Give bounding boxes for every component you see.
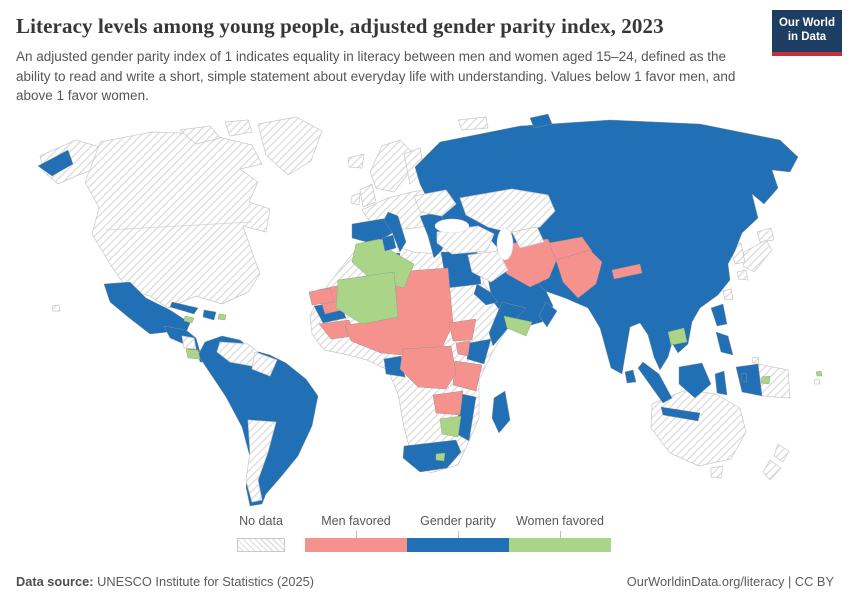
black-sea — [434, 218, 470, 234]
country-philippines-south[interactable] — [715, 331, 734, 356]
country-russia-chukotka-tip[interactable] — [37, 149, 74, 177]
map-layer-women-favored — [183, 238, 823, 462]
data-source-label: Data source: — [16, 574, 94, 589]
chart-subtitle: An adjusted gender parity index of 1 ind… — [16, 49, 736, 104]
country-yemen[interactable] — [503, 315, 533, 337]
country-samoa[interactable] — [815, 370, 823, 377]
country-tunisia[interactable] — [381, 234, 397, 252]
legend-women-favored-swatch[interactable] — [509, 538, 611, 552]
country-nicaragua[interactable] — [181, 335, 197, 350]
country-japan-hokkaido[interactable] — [756, 227, 775, 243]
country-fiji[interactable] — [760, 375, 771, 385]
country-mali[interactable] — [335, 271, 399, 325]
country-new-zealand-south[interactable] — [762, 459, 782, 481]
country-oman[interactable] — [538, 301, 558, 328]
country-south-africa[interactable] — [402, 439, 462, 473]
country-madagascar[interactable] — [491, 390, 511, 434]
country-pacific-island-nodata[interactable] — [813, 378, 821, 385]
country-japan-kyushu[interactable] — [736, 269, 749, 281]
legend-men-favored-label: Men favored — [321, 514, 391, 528]
country-arctic-islands-2[interactable] — [224, 119, 253, 137]
country-eritrea-djibouti[interactable] — [473, 283, 499, 306]
country-kazakhstan[interactable] — [459, 188, 556, 234]
country-sulawesi[interactable] — [714, 370, 728, 396]
country-cuba[interactable] — [169, 301, 199, 315]
country-norway-sweden[interactable] — [369, 139, 413, 193]
country-solomon-islands[interactable] — [751, 356, 760, 364]
data-source: Data source: UNESCO Institute for Statis… — [16, 574, 314, 589]
legend-gender-parity-swatch[interactable] — [407, 538, 509, 552]
country-pakistan[interactable] — [555, 249, 603, 299]
legend-bar: Men favored Gender parity Women favored — [305, 514, 611, 552]
country-italy[interactable] — [383, 211, 407, 253]
caspian-sea — [496, 227, 514, 261]
country-south-sudan[interactable] — [448, 318, 477, 342]
country-novaya-zemlya[interactable] — [529, 113, 553, 129]
country-costa-rica[interactable] — [185, 348, 201, 360]
legend-men-favored[interactable]: Men favored — [305, 514, 407, 552]
country-gabon[interactable] — [383, 355, 406, 378]
country-turkmenistan[interactable] — [511, 226, 545, 249]
country-iraq-syria[interactable] — [467, 250, 509, 283]
legend-no-data-swatch[interactable] — [237, 538, 285, 552]
legend-tick — [355, 531, 357, 538]
country-united-kingdom[interactable] — [359, 183, 377, 208]
country-cambodia[interactable] — [667, 327, 688, 346]
legend-gender-parity[interactable]: Gender parity — [407, 514, 509, 552]
country-uganda[interactable] — [455, 340, 471, 357]
country-taiwan[interactable] — [722, 288, 734, 301]
country-sri-lanka[interactable] — [624, 369, 637, 384]
country-senegal[interactable] — [308, 287, 335, 306]
legend-tick — [559, 531, 561, 538]
country-new-guinea-west[interactable] — [735, 363, 763, 397]
country-venezuela[interactable] — [216, 341, 259, 367]
country-puerto-rico[interactable] — [217, 313, 227, 321]
country-borneo[interactable] — [678, 362, 712, 399]
map-layer-gender-parity — [37, 113, 799, 507]
country-guyana-suriname[interactable] — [251, 351, 278, 377]
country-philippines-north[interactable] — [710, 303, 728, 327]
map-legend: No data Men favored Gender parity Women … — [237, 514, 611, 552]
data-source-text: UNESCO Institute for Statistics (2025) — [93, 574, 314, 589]
chart-title: Literacy levels among young people, adju… — [16, 14, 664, 38]
legend-no-data[interactable]: No data — [237, 514, 285, 552]
country-zimbabwe[interactable] — [439, 415, 462, 438]
country-ireland[interactable] — [350, 192, 361, 206]
country-poland-belarus[interactable] — [413, 189, 457, 217]
country-vanuatu[interactable] — [740, 372, 748, 383]
country-java[interactable] — [660, 406, 701, 422]
country-japan-honshu[interactable] — [742, 239, 773, 273]
country-lesotho[interactable] — [435, 452, 446, 462]
country-iceland[interactable] — [347, 153, 365, 169]
credit-link[interactable]: OurWorldinData.org/literacy | CC BY — [626, 574, 834, 589]
country-sumatra[interactable] — [637, 361, 673, 404]
country-tasmania[interactable] — [710, 465, 724, 479]
legend-gender-parity-label: Gender parity — [420, 514, 496, 528]
world-map — [0, 112, 850, 509]
country-new-zealand-north[interactable] — [773, 443, 790, 463]
country-argentina[interactable] — [245, 419, 277, 503]
logo-line-2: in Data — [787, 31, 827, 44]
owid-logo[interactable]: Our World in Data — [772, 10, 842, 56]
country-nepal[interactable] — [611, 263, 643, 280]
legend-no-data-label: No data — [239, 514, 283, 528]
chart-footer: Data source: UNESCO Institute for Statis… — [16, 574, 834, 589]
country-arctic-islands[interactable] — [179, 125, 221, 145]
country-dominican-republic[interactable] — [202, 309, 217, 321]
legend-tick — [457, 531, 459, 538]
chart-header: Literacy levels among young people, adju… — [16, 14, 750, 106]
country-dr-congo[interactable] — [399, 345, 457, 390]
country-svalbard[interactable] — [457, 116, 489, 131]
country-greenland[interactable] — [257, 116, 323, 176]
country-jamaica[interactable] — [183, 315, 195, 324]
country-hawaii[interactable] — [51, 304, 61, 312]
usa-canada-border — [105, 221, 253, 231]
country-canada-usa[interactable] — [84, 131, 271, 309]
legend-women-favored-label: Women favored — [515, 514, 604, 528]
logo-line-1: Our World — [778, 17, 835, 29]
country-zambia[interactable] — [432, 390, 464, 416]
legend-women-favored[interactable]: Women favored — [509, 514, 611, 552]
legend-men-favored-swatch[interactable] — [305, 538, 407, 552]
